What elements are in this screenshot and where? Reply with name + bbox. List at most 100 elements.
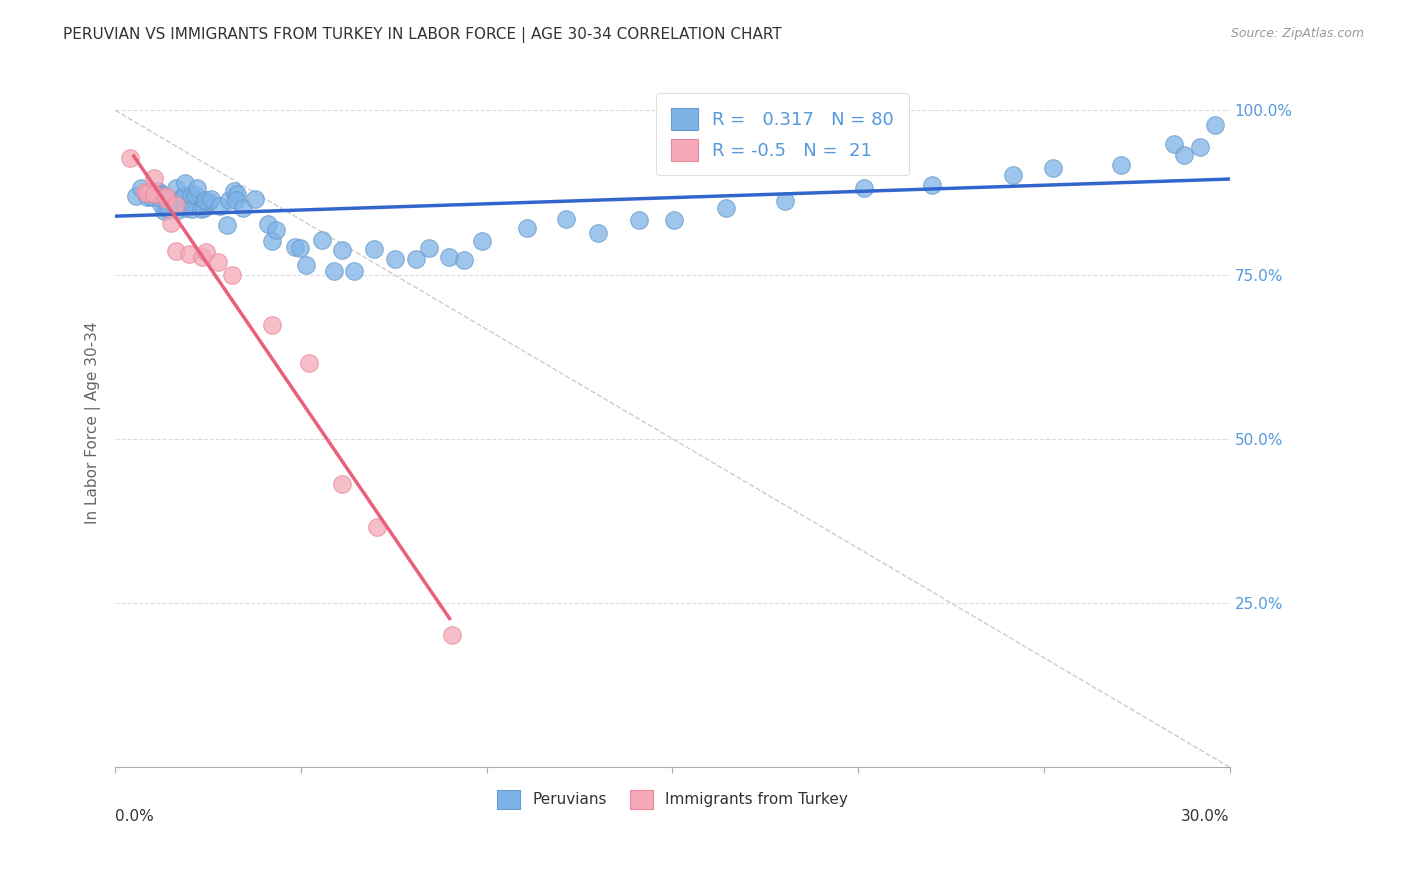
Point [221, 268, 243, 282]
Point [181, 202, 204, 216]
Text: 0.0%: 0.0% [115, 809, 153, 823]
Point [155, 192, 177, 206]
Point [260, 318, 283, 332]
Point [146, 184, 169, 198]
Point [441, 628, 464, 642]
Point [179, 247, 201, 261]
Point [366, 520, 388, 534]
Point [190, 202, 212, 216]
Point [198, 195, 221, 210]
Point [165, 198, 187, 212]
Point [186, 180, 208, 194]
Point [118, 151, 141, 165]
Point [256, 217, 278, 231]
Point [134, 185, 156, 199]
Point [1204, 118, 1226, 132]
Point [194, 244, 217, 259]
Point [143, 190, 166, 204]
Point [662, 213, 685, 227]
Point [586, 226, 609, 240]
Point [225, 186, 247, 201]
Point [384, 252, 406, 266]
Point [150, 192, 173, 206]
Point [193, 193, 215, 207]
Point [165, 244, 187, 258]
Point [129, 181, 152, 195]
Point [160, 195, 183, 210]
Point [136, 190, 159, 204]
Point [363, 242, 385, 256]
Point [193, 201, 215, 215]
Point [1111, 158, 1133, 172]
Point [298, 356, 321, 370]
Point [141, 190, 163, 204]
Point [150, 188, 173, 202]
Point [437, 250, 460, 264]
Point [311, 233, 333, 247]
Point [453, 253, 475, 268]
Point [1189, 140, 1212, 154]
Point [262, 235, 284, 249]
Point [921, 178, 943, 192]
Point [193, 195, 215, 210]
Point [173, 194, 195, 208]
Point [714, 201, 737, 215]
Point [141, 185, 163, 199]
Point [222, 184, 245, 198]
Point [284, 240, 307, 254]
Point [143, 186, 166, 201]
Point [153, 204, 176, 219]
Point [155, 189, 177, 203]
Point [166, 198, 188, 212]
Point [148, 187, 170, 202]
Point [174, 176, 197, 190]
Point [342, 263, 364, 277]
Text: PERUVIAN VS IMMIGRANTS FROM TURKEY IN LABOR FORCE | AGE 30-34 CORRELATION CHART: PERUVIAN VS IMMIGRANTS FROM TURKEY IN LA… [63, 27, 782, 43]
Y-axis label: In Labor Force | Age 30-34: In Labor Force | Age 30-34 [86, 321, 101, 524]
Point [200, 192, 222, 206]
Point [138, 185, 160, 199]
Point [156, 201, 179, 215]
Point [160, 216, 183, 230]
Point [173, 189, 195, 203]
Point [243, 192, 266, 206]
Point [330, 243, 353, 257]
Point [773, 194, 796, 209]
Point [124, 189, 146, 203]
Legend: Peruvians, Immigrants from Turkey: Peruvians, Immigrants from Turkey [491, 784, 853, 814]
Point [232, 201, 254, 215]
Point [149, 190, 172, 204]
Point [197, 195, 219, 210]
Point [1163, 136, 1185, 151]
Point [183, 188, 205, 202]
Point [323, 264, 346, 278]
Point [150, 192, 173, 206]
Point [225, 194, 247, 208]
Point [166, 203, 188, 218]
Point [628, 212, 651, 227]
Point [405, 252, 427, 266]
Point [288, 241, 311, 255]
Point [174, 201, 197, 215]
Point [157, 202, 180, 217]
Text: Source: ZipAtlas.com: Source: ZipAtlas.com [1230, 27, 1364, 40]
Point [264, 223, 287, 237]
Point [180, 187, 202, 202]
Point [135, 186, 157, 201]
Point [1001, 168, 1024, 182]
Point [330, 476, 353, 491]
Point [207, 255, 229, 269]
Point [180, 194, 202, 209]
Point [1042, 161, 1064, 176]
Point [208, 199, 231, 213]
Point [418, 240, 440, 254]
Point [471, 234, 494, 248]
Text: 30.0%: 30.0% [1181, 809, 1230, 823]
Point [191, 250, 214, 264]
Point [852, 181, 875, 195]
Point [555, 212, 578, 227]
Point [295, 258, 318, 272]
Point [165, 181, 187, 195]
Point [157, 194, 180, 208]
Point [217, 218, 239, 232]
